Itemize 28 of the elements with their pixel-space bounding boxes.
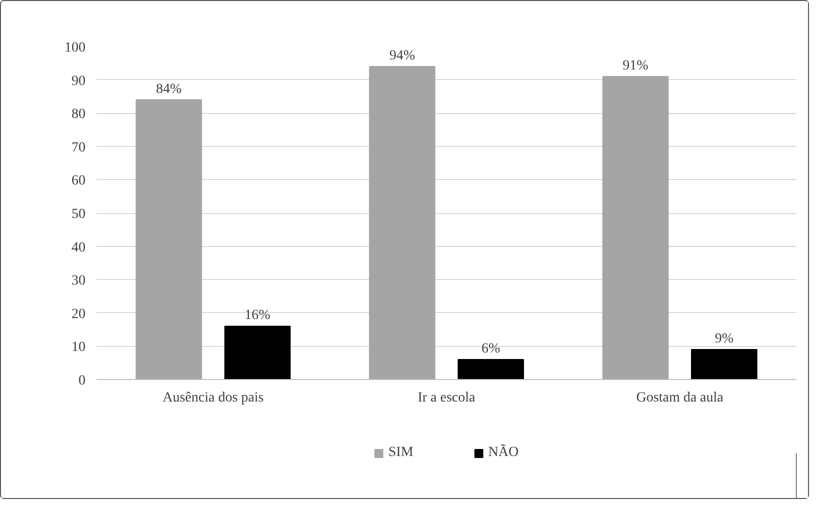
y-tick-label: 30 [72,274,86,289]
legend-label: SIM [388,445,414,461]
data-label: 9% [714,332,734,347]
bar [224,326,291,380]
y-tick-label: 10 [72,340,86,356]
x-tick-label: Ausência dos pais [162,390,264,406]
y-tick-label: 80 [72,107,86,122]
data-label: 6% [482,342,500,357]
bar [458,359,524,380]
data-label: 84% [156,82,182,97]
y-tick-label: 100 [64,40,86,56]
data-label: 94% [389,48,416,64]
data-label: 91% [622,58,649,74]
y-tick-label: 60 [72,174,86,189]
y-tick-label: 90 [72,74,86,89]
bar [602,76,669,380]
y-tick-label: 70 [72,140,86,156]
bar [369,66,436,380]
x-tick-label: Gostam da aula [636,390,724,406]
legend-label: NÃO [488,445,519,461]
y-tick-label: 40 [72,240,86,256]
x-tick-label: Ir a escola [418,390,476,406]
y-tick-label: 0 [78,374,86,388]
data-label: 16% [244,308,271,324]
y-tick-label: 50 [72,207,86,222]
bar [691,349,758,380]
y-tick-label: 20 [72,306,86,322]
bar [136,99,202,380]
